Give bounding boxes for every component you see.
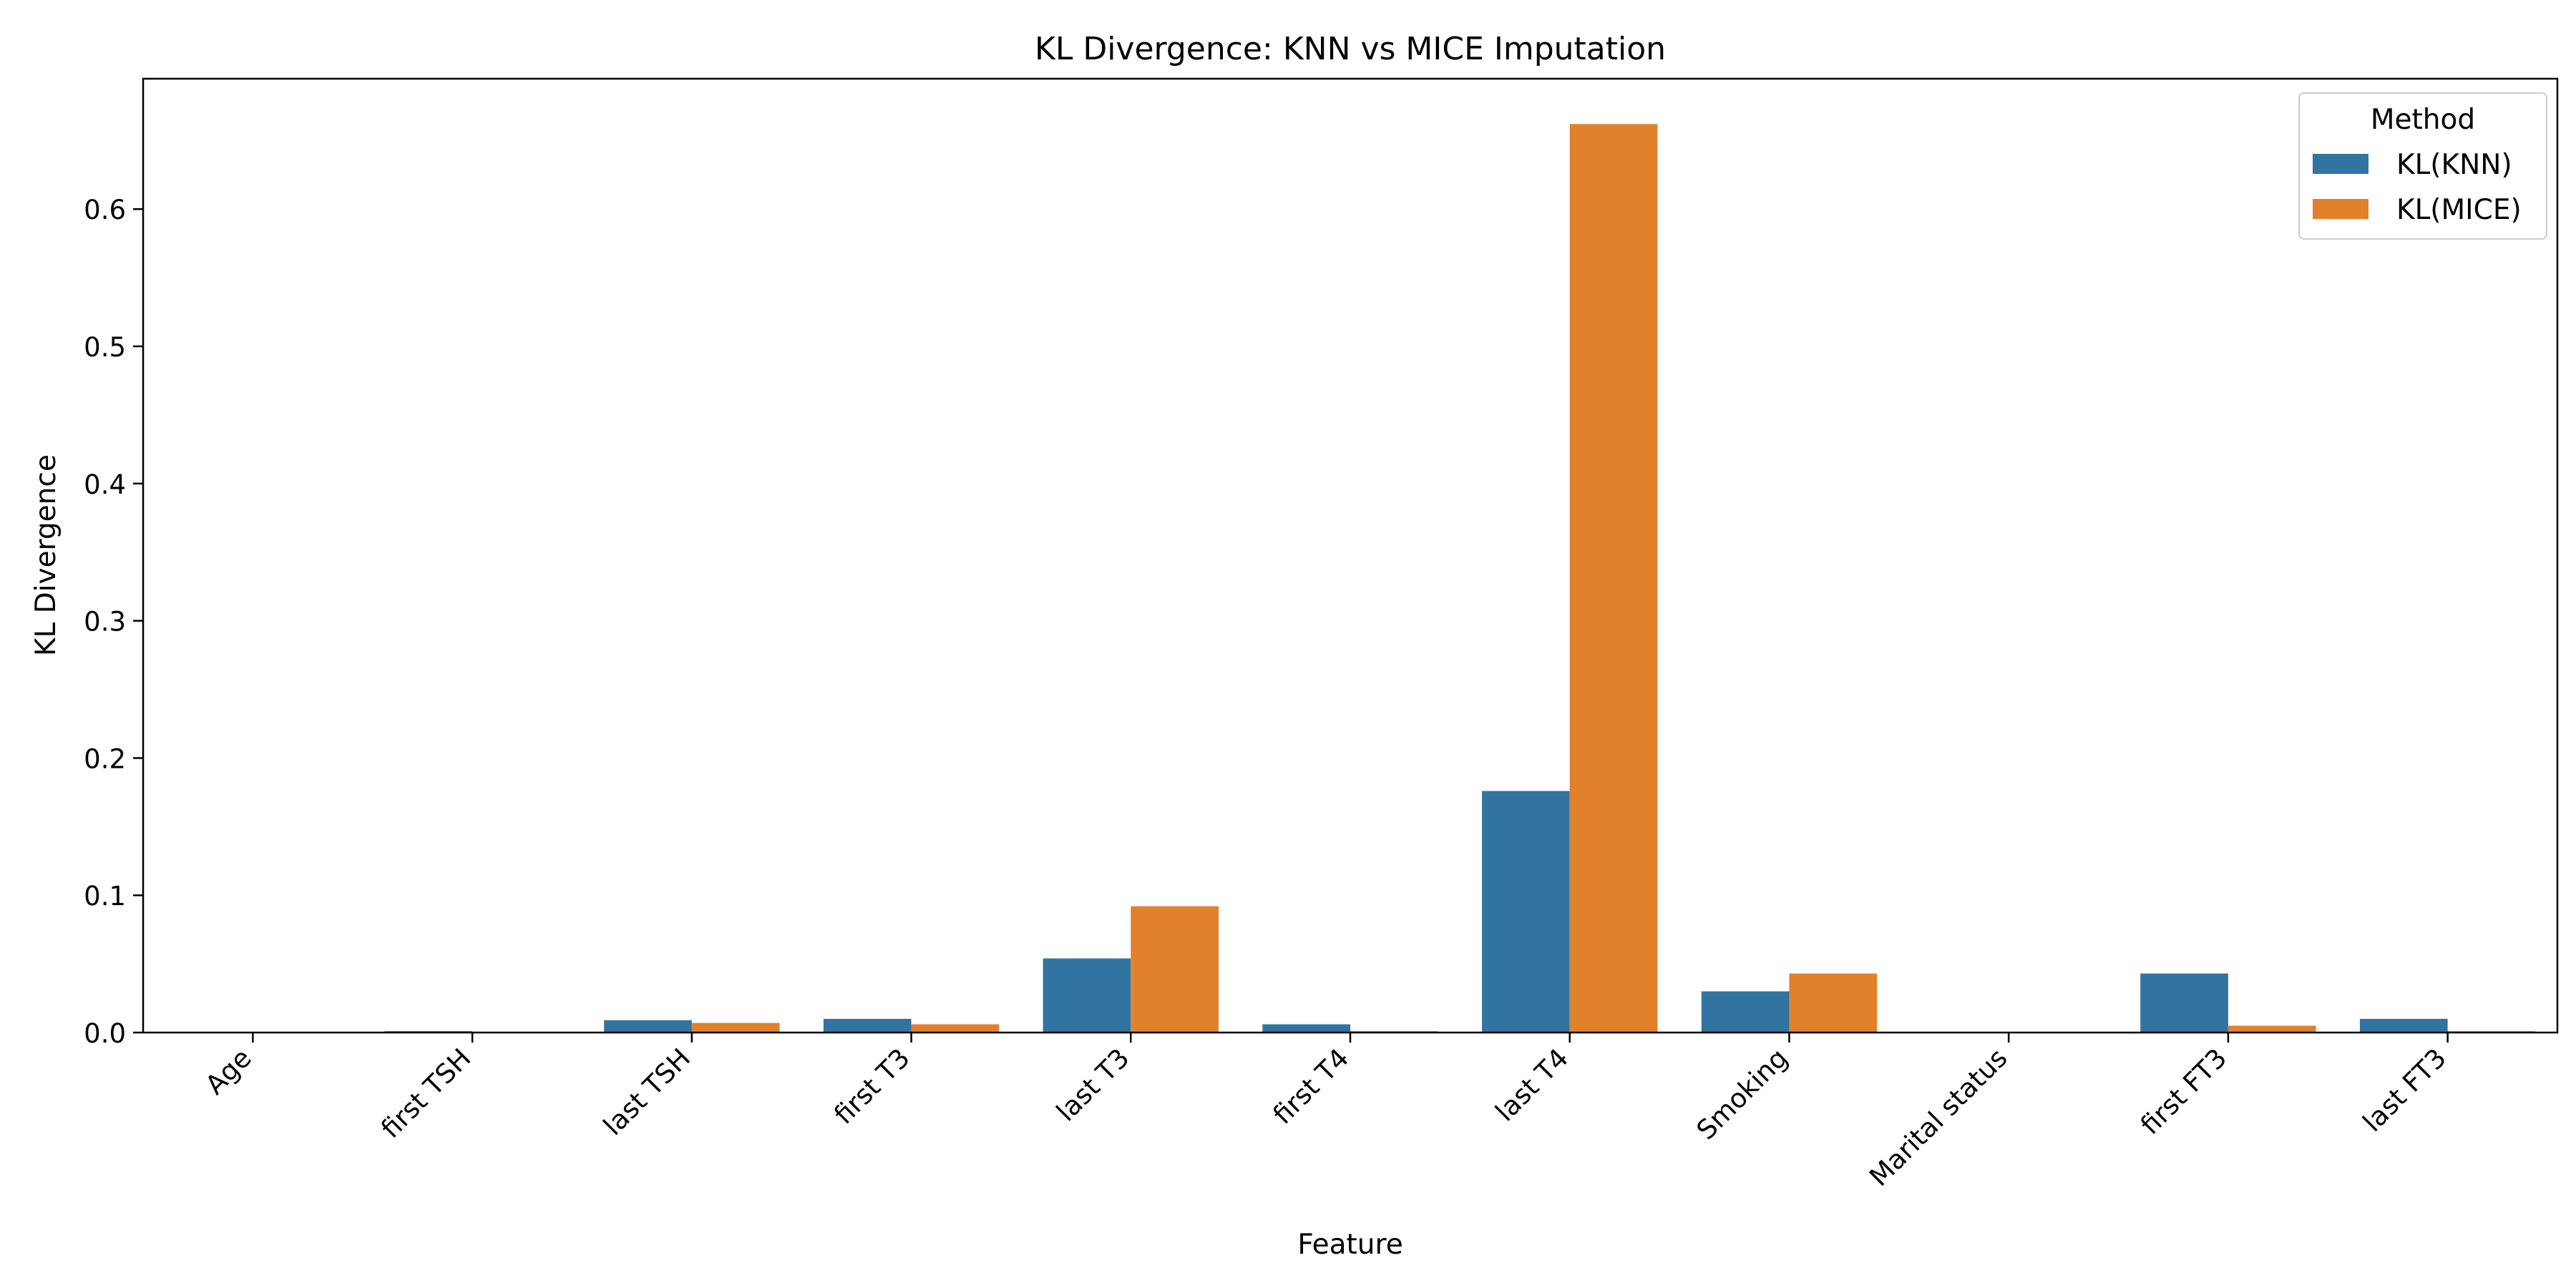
bar-last-t3-kl-mice (1131, 906, 1219, 1033)
y-axis-label: KL Divergence (30, 454, 62, 656)
legend-title: Method (2371, 104, 2475, 136)
bar-smoking-kl-knn (1701, 991, 1790, 1033)
y-tick-label: 0.0 (84, 1018, 126, 1049)
bar-last-t3-kl-knn (1043, 958, 1131, 1033)
bar-first-ft3-kl-mice (2228, 1025, 2316, 1033)
bar-group (384, 124, 2536, 1033)
legend: Method KL(KNN) KL(MICE) (2298, 92, 2547, 240)
chart-title: KL Divergence: KNN vs MICE Imputation (1035, 31, 1666, 67)
bar-last-ft3-kl-knn (2359, 1018, 2448, 1033)
bar-first-ft3-kl-knn (2140, 973, 2228, 1033)
legend-label-knn: KL(KNN) (2396, 149, 2512, 181)
y-tick-label: 0.1 (84, 881, 126, 912)
legend-swatch-mice (2313, 199, 2368, 219)
plot-frame (142, 77, 2559, 1034)
y-tick-label: 0.5 (84, 332, 126, 363)
y-tick-label: 0.2 (84, 743, 126, 774)
x-axis-label: Feature (1297, 1229, 1402, 1261)
y-axis: 0.0 0.1 0.2 0.3 0.4 0.5 0.6 (84, 195, 143, 1049)
y-tick-label: 0.4 (84, 469, 126, 500)
legend-label-mice: KL(MICE) (2396, 194, 2522, 226)
bar-last-t4-kl-knn (1482, 791, 1570, 1033)
y-tick-label: 0.6 (84, 195, 126, 225)
bar-last-tsh-kl-mice (691, 1023, 780, 1033)
bar-first-t3-kl-mice (911, 1024, 1000, 1033)
y-tick-label: 0.3 (84, 607, 126, 638)
bar-last-t4-kl-mice (1569, 124, 1658, 1033)
bar-first-t3-kl-knn (823, 1018, 912, 1033)
bar-first-t4-kl-knn (1262, 1024, 1350, 1033)
bar-smoking-kl-mice (1789, 973, 1878, 1033)
legend-swatch-knn (2313, 154, 2368, 174)
bar-last-tsh-kl-knn (604, 1020, 692, 1033)
